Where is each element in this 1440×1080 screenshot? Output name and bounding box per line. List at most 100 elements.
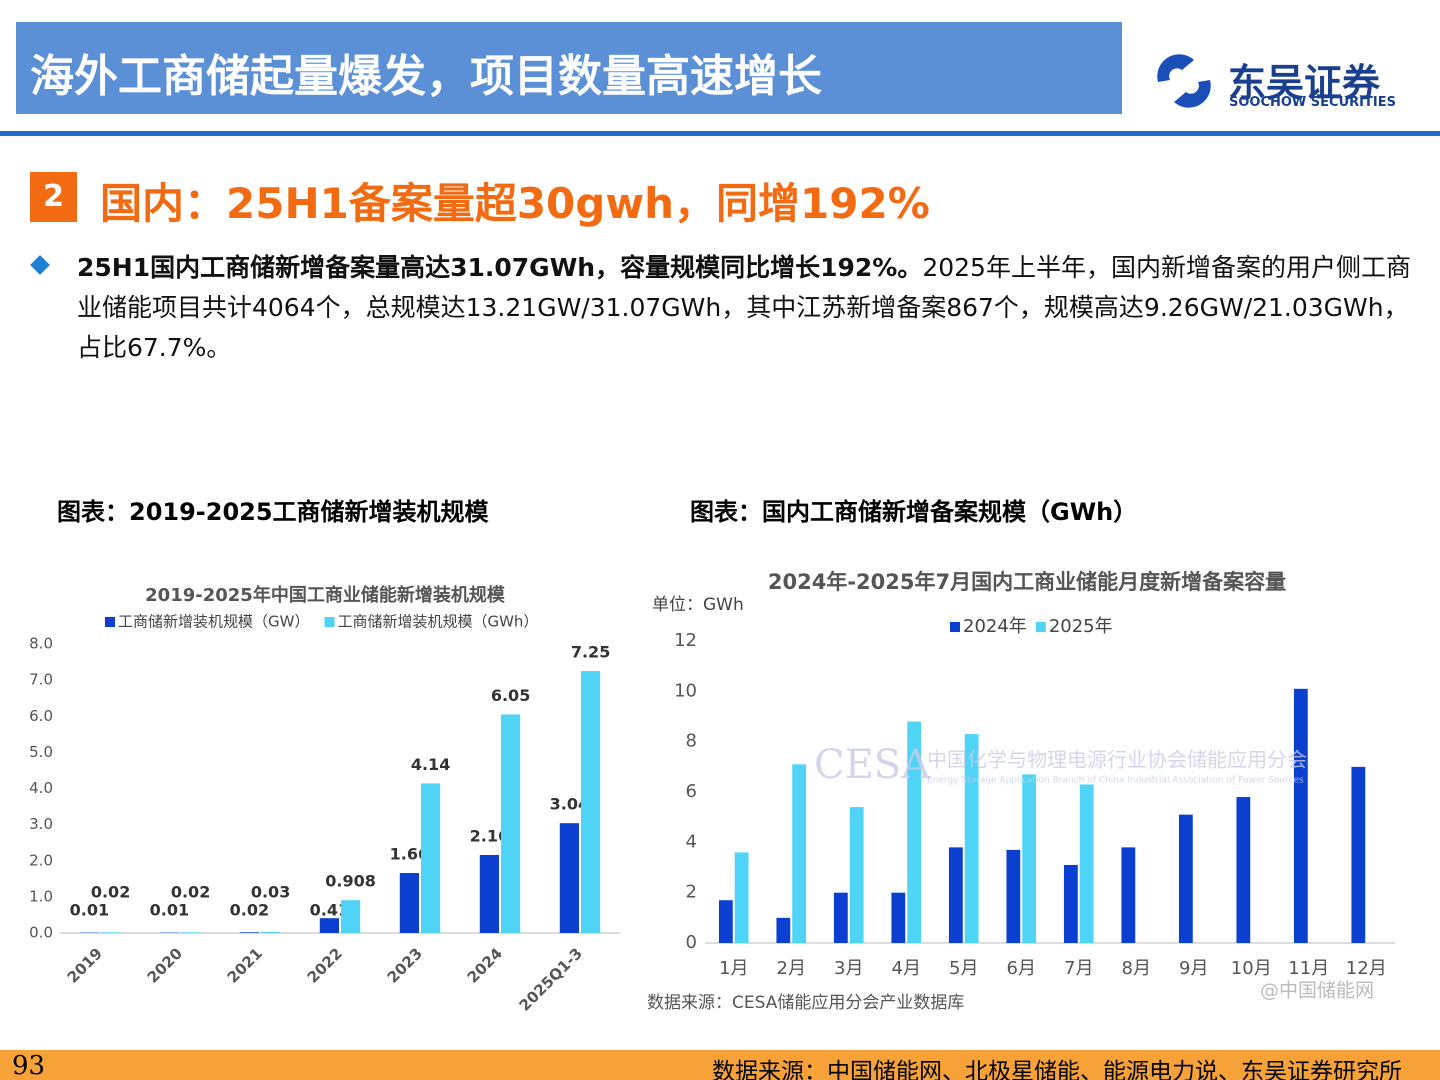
x-tick-label: 6月: [1007, 958, 1036, 979]
y-tick-label: 5.0: [29, 743, 53, 761]
bar: [734, 852, 749, 943]
bar: [792, 764, 807, 943]
x-tick-label: 3月: [834, 958, 863, 979]
legend-swatch: [105, 617, 115, 627]
bullet-bold: 25H1国内工商储新增备案量高达31.07GWh，容量规模同比增长192%。: [77, 253, 923, 282]
x-tick-label: 5月: [949, 958, 978, 979]
data-label: 0.908: [325, 872, 376, 891]
watermark: Energy Storage Application Branch of Chi…: [927, 776, 1304, 786]
header-rule: [0, 131, 1440, 136]
legend-label: 工商储新增装机规模（GW）: [118, 613, 309, 631]
y-tick-label: 1.0: [29, 887, 53, 905]
y-tick-label: 8: [686, 731, 697, 752]
y-tick-label: 12: [674, 630, 697, 651]
header-bar: [16, 22, 1122, 114]
y-axis-label: 单位：GWh: [652, 595, 744, 615]
bar: [891, 892, 906, 943]
x-tick-label: 2021: [224, 944, 266, 986]
data-label: 0.02: [230, 901, 269, 920]
header-title: 海外工商储起量爆发，项目数量高速增长: [30, 51, 822, 102]
x-tick-label: 11月: [1288, 958, 1329, 979]
data-label: 0.01: [70, 901, 109, 920]
x-tick-label: 2025Q1-3: [516, 944, 586, 1014]
logo-en: SOOCHOW SECURITIES: [1229, 95, 1396, 110]
watermark: 中国化学与物理电源行业协会储能应用分会: [927, 748, 1307, 772]
bar: [1022, 774, 1037, 943]
section-number: 2: [30, 172, 77, 222]
chart: 2019-2025年中国工商业储能新增装机规模 0.0 1.0 2.0 3.0 4.0 5.…: [29, 584, 620, 1015]
bar: [1178, 814, 1193, 943]
data-label: 0.03: [251, 883, 290, 902]
y-tick-label: 6.0: [29, 707, 53, 725]
x-tick-label: 2023: [384, 944, 426, 986]
bar: [261, 931, 281, 933]
bar: [501, 714, 521, 933]
bar: [948, 847, 963, 943]
data-label: 0.01: [150, 901, 189, 920]
data-label: 0.41: [310, 901, 349, 920]
footer-bar: [0, 1050, 1440, 1080]
x-tick-label: 2020: [144, 944, 186, 986]
y-tick-label: 3.0: [29, 815, 53, 833]
legend-swatch: [324, 617, 335, 627]
x-tick-label: 2019: [64, 944, 106, 986]
watermark: @中国储能网: [1260, 980, 1374, 1002]
bullet-text: 25H1国内工商储新增备案量高达31.07GWh，容量规模同比增长192%。20…: [77, 248, 1412, 368]
footer-source: 数据来源：中国储能网、北极星储能、能源电力说、东吴证券研究所: [712, 1059, 1402, 1080]
bar: [1006, 849, 1021, 943]
x-tick-label: 9月: [1179, 958, 1208, 979]
legend-swatch: [1035, 622, 1046, 632]
y-tick-label: 4.0: [29, 779, 53, 797]
x-tick-label: 2月: [777, 958, 806, 979]
bar: [1236, 797, 1251, 943]
bar: [581, 671, 601, 933]
data-label: 6.05: [491, 686, 530, 705]
bar: [718, 900, 733, 943]
bar: [964, 734, 979, 943]
bar: [1351, 766, 1366, 943]
section-title: 国内：25H1备案量超30gwh，同增192%: [100, 179, 930, 228]
legend-label: 2025年: [1049, 616, 1113, 637]
legend-swatch: [950, 622, 960, 632]
legend-label: 工商储新增装机规模（GWh）: [337, 613, 538, 631]
y-tick-label: 6: [686, 781, 697, 802]
y-tick-label: 2.0: [29, 851, 53, 869]
bar: [907, 721, 922, 943]
bullet-body: 2025年上半年，国内新增备案的用户侧工商业储能项目共计4064个，总规模达13…: [77, 253, 1411, 362]
y-tick-label: 10: [674, 680, 697, 701]
bullet-icon: [30, 255, 50, 275]
y-tick-label: 0.0: [29, 924, 53, 942]
bar: [1293, 688, 1308, 943]
bar: [319, 918, 339, 933]
x-tick-label: 1月: [719, 958, 748, 979]
x-tick-label: 2024: [464, 944, 506, 986]
caption: 图表：国内工商储新增备案规模（GWh）: [690, 498, 1138, 526]
data-label: 3.04: [550, 795, 589, 814]
x-tick-label: 10月: [1231, 958, 1272, 979]
chart-title: 2024年-2025年7月国内工商业储能月度新增备案容量: [768, 570, 1286, 594]
x-tick-label: 2022: [304, 944, 346, 986]
data-label: 0.02: [91, 883, 130, 902]
bar: [776, 917, 791, 943]
bar: [559, 823, 579, 933]
bar: [399, 873, 419, 933]
x-tick-label: 7月: [1064, 958, 1093, 979]
data-label: 2.16: [470, 826, 509, 845]
x-tick-label: 4月: [892, 958, 921, 979]
bar: [849, 807, 864, 943]
y-tick-label: 0: [686, 932, 697, 953]
logo-mark: [1157, 54, 1211, 108]
bar: [239, 932, 259, 933]
y-tick-label: 4: [686, 831, 697, 852]
bar: [1121, 847, 1136, 943]
data-label: 4.14: [411, 755, 450, 774]
bar: [479, 854, 499, 933]
chart-source: 数据来源：CESA储能应用分会产业数据库: [647, 993, 964, 1013]
bar: [1079, 784, 1094, 943]
bar: [181, 932, 201, 933]
y-tick-label: 7.0: [29, 671, 53, 689]
page-number: 93: [12, 1051, 46, 1080]
bar: [833, 892, 848, 943]
